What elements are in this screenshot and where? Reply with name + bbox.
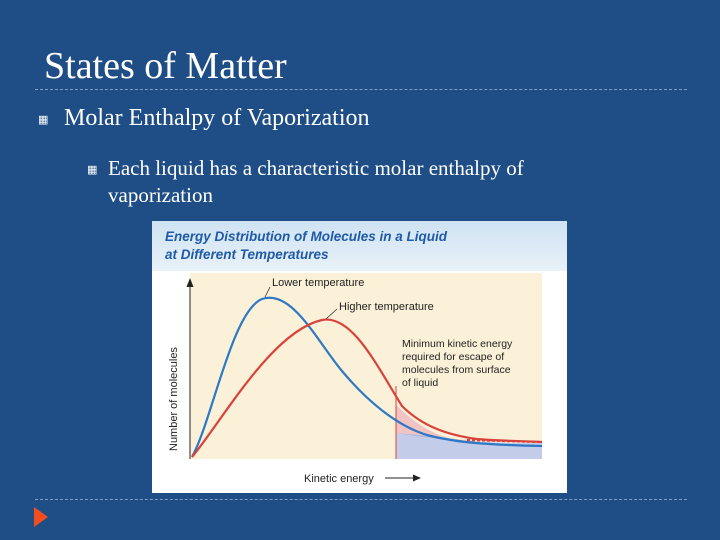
figure-header [152, 221, 567, 271]
higher-label-leader [325, 308, 338, 320]
footer-divider [35, 499, 687, 500]
slide-title: States of Matter [44, 45, 287, 87]
annotation-line: required for escape of [402, 351, 504, 363]
higher-tail-dashed [466, 438, 543, 444]
bullet-level2: Each liquid has a characteristic molar e… [108, 156, 524, 207]
next-arrow-icon[interactable] [34, 507, 48, 527]
figure-title-line1: Energy Distribution of Molecules in a Li… [165, 229, 448, 244]
lower-tail-shade [396, 433, 542, 459]
x-axis-arrow-icon [413, 474, 421, 482]
lower-temperature-label: Lower temperature [272, 277, 364, 289]
title-divider [35, 89, 687, 90]
square-bullet-icon: ▦ [87, 163, 98, 176]
y-axis-arrow-icon [186, 278, 194, 287]
square-bullet-icon: ▦ [38, 113, 49, 126]
plot-area [190, 273, 542, 459]
higher-temperature-curve [191, 318, 543, 458]
threshold-annotation: Minimum kinetic energy required for esca… [402, 338, 515, 389]
annotation-line: Minimum kinetic energy [402, 338, 513, 350]
x-axis-label: Kinetic energy [304, 473, 374, 485]
annotation-line: molecules from surface [402, 364, 511, 376]
bullet-level1: Molar Enthalpy of Vaporization [64, 105, 370, 131]
higher-temperature-label: Higher temperature [339, 301, 434, 313]
lower-label-leader [264, 286, 271, 298]
annotation-line: of liquid [402, 377, 438, 389]
y-axis-label: Number of molecules [168, 347, 180, 451]
figure-title-line2: at Different Temperatures [165, 247, 329, 262]
lower-temperature-curve [191, 296, 543, 458]
energy-distribution-figure: Energy Distribution of Molecules in a Li… [152, 221, 567, 493]
